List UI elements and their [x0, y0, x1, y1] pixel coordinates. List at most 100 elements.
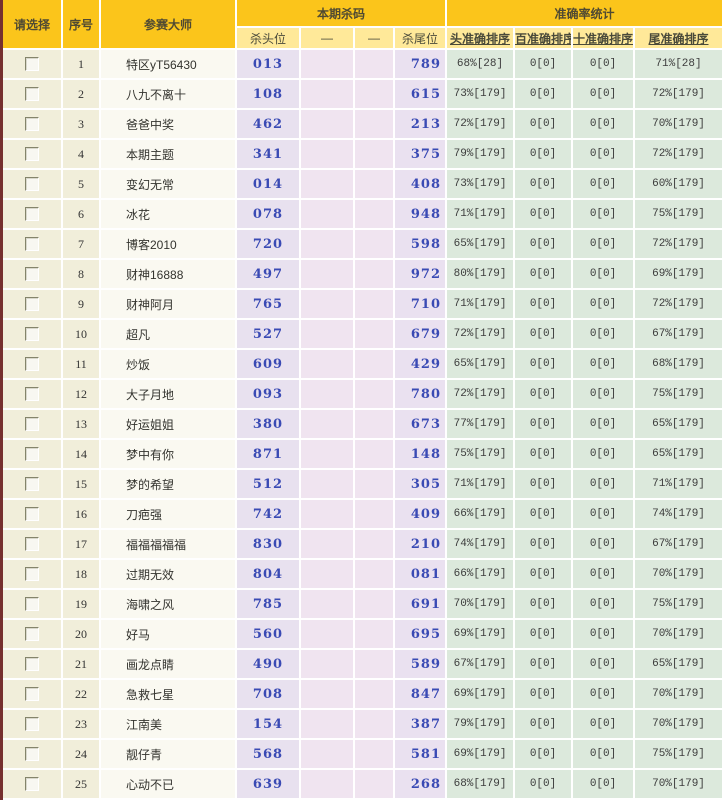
table-row: 3 爸爸中奖 462 213 72%[179] 0[0] 0[0] 70%[17… — [3, 110, 722, 138]
kill-head-value: 108 — [237, 80, 299, 108]
empty-cell-1 — [301, 470, 353, 498]
kill-head-value: 014 — [237, 170, 299, 198]
ten-accuracy-value: 0[0] — [573, 470, 633, 498]
row-index: 4 — [63, 140, 99, 168]
row-checkbox[interactable] — [25, 387, 39, 401]
empty-cell-1 — [301, 230, 353, 258]
kill-tail-value: 695 — [395, 620, 445, 648]
row-checkbox[interactable] — [25, 117, 39, 131]
hundred-accuracy-value: 0[0] — [515, 500, 571, 528]
hundred-accuracy-value: 0[0] — [515, 170, 571, 198]
sort-link-hundred-accuracy[interactable]: 百准确排序 — [515, 28, 571, 48]
row-checkbox[interactable] — [25, 597, 39, 611]
ten-accuracy-value: 0[0] — [573, 650, 633, 678]
row-checkbox[interactable] — [25, 537, 39, 551]
head-accuracy-value: 73%[179] — [447, 80, 513, 108]
kill-head-value: 785 — [237, 590, 299, 618]
ten-accuracy-value: 0[0] — [573, 710, 633, 738]
kill-head-value: 830 — [237, 530, 299, 558]
kill-head-value: 078 — [237, 200, 299, 228]
hundred-accuracy-value: 0[0] — [515, 110, 571, 138]
head-accuracy-value: 65%[179] — [447, 230, 513, 258]
row-checkbox[interactable] — [25, 237, 39, 251]
ten-accuracy-value: 0[0] — [573, 170, 633, 198]
kill-tail-value: 210 — [395, 530, 445, 558]
row-index: 6 — [63, 200, 99, 228]
masters-kill-code-table: 请选择 序号 参赛大师 本期杀码 准确率统计 杀头位 — — 杀尾位 头准确排序… — [0, 0, 724, 800]
kill-tail-value: 972 — [395, 260, 445, 288]
empty-cell-1 — [301, 350, 353, 378]
ten-accuracy-value: 0[0] — [573, 770, 633, 798]
row-checkbox[interactable] — [25, 207, 39, 221]
sort-link-tail-accuracy[interactable]: 尾准确排序 — [635, 28, 722, 48]
row-checkbox[interactable] — [25, 87, 39, 101]
table-row: 4 本期主题 341 375 79%[179] 0[0] 0[0] 72%[17… — [3, 140, 722, 168]
kill-head-value: 742 — [237, 500, 299, 528]
table-row: 19 海啸之风 785 691 70%[179] 0[0] 0[0] 75%[1… — [3, 590, 722, 618]
ten-accuracy-value: 0[0] — [573, 140, 633, 168]
row-checkbox[interactable] — [25, 447, 39, 461]
ten-accuracy-value: 0[0] — [573, 50, 633, 78]
empty-cell-2 — [355, 710, 393, 738]
row-checkbox[interactable] — [25, 627, 39, 641]
row-checkbox[interactable] — [25, 717, 39, 731]
kill-head-value: 568 — [237, 740, 299, 768]
row-select-cell — [3, 740, 61, 768]
empty-cell-2 — [355, 620, 393, 648]
head-accuracy-value: 75%[179] — [447, 440, 513, 468]
row-checkbox[interactable] — [25, 687, 39, 701]
row-checkbox[interactable] — [25, 417, 39, 431]
row-checkbox[interactable] — [25, 357, 39, 371]
row-checkbox[interactable] — [25, 657, 39, 671]
row-checkbox[interactable] — [25, 747, 39, 761]
master-name: 心动不已 — [101, 770, 235, 798]
table-row: 6 冰花 078 948 71%[179] 0[0] 0[0] 75%[179] — [3, 200, 722, 228]
row-checkbox[interactable] — [25, 477, 39, 491]
sort-link-head-accuracy[interactable]: 头准确排序 — [447, 28, 513, 48]
table-row: 8 财神16888 497 972 80%[179] 0[0] 0[0] 69%… — [3, 260, 722, 288]
row-select-cell — [3, 290, 61, 318]
master-name: 八九不离十 — [101, 80, 235, 108]
row-select-cell — [3, 140, 61, 168]
kill-head-value: 708 — [237, 680, 299, 708]
tail-accuracy-value: 65%[179] — [635, 650, 722, 678]
master-name: 特区yT56430 — [101, 50, 235, 78]
row-select-cell — [3, 470, 61, 498]
row-select-cell — [3, 650, 61, 678]
head-accuracy-value: 68%[28] — [447, 50, 513, 78]
empty-cell-1 — [301, 320, 353, 348]
row-checkbox[interactable] — [25, 147, 39, 161]
tail-accuracy-value: 75%[179] — [635, 740, 722, 768]
tail-accuracy-value: 70%[179] — [635, 560, 722, 588]
empty-cell-2 — [355, 260, 393, 288]
kill-head-value: 527 — [237, 320, 299, 348]
head-accuracy-value: 73%[179] — [447, 170, 513, 198]
tail-accuracy-value: 70%[179] — [635, 710, 722, 738]
row-checkbox[interactable] — [25, 327, 39, 341]
tail-accuracy-value: 75%[179] — [635, 380, 722, 408]
row-select-cell — [3, 350, 61, 378]
empty-cell-1 — [301, 200, 353, 228]
hundred-accuracy-value: 0[0] — [515, 530, 571, 558]
ten-accuracy-value: 0[0] — [573, 80, 633, 108]
kill-tail-value: 691 — [395, 590, 445, 618]
sort-link-ten-accuracy[interactable]: 十准确排序 — [573, 28, 633, 48]
col-header-dash-2: — — [355, 28, 393, 48]
row-checkbox[interactable] — [25, 777, 39, 791]
empty-cell-2 — [355, 410, 393, 438]
master-name: 本期主题 — [101, 140, 235, 168]
row-checkbox[interactable] — [25, 567, 39, 581]
row-checkbox[interactable] — [25, 507, 39, 521]
tail-accuracy-value: 70%[179] — [635, 110, 722, 138]
row-checkbox[interactable] — [25, 57, 39, 71]
col-header-kill-head: 杀头位 — [237, 28, 299, 48]
kill-head-value: 512 — [237, 470, 299, 498]
master-name: 过期无效 — [101, 560, 235, 588]
hundred-accuracy-value: 0[0] — [515, 410, 571, 438]
table-row: 11 炒饭 609 429 65%[179] 0[0] 0[0] 68%[179… — [3, 350, 722, 378]
row-checkbox[interactable] — [25, 267, 39, 281]
row-checkbox[interactable] — [25, 297, 39, 311]
row-index: 16 — [63, 500, 99, 528]
row-checkbox[interactable] — [25, 177, 39, 191]
ten-accuracy-value: 0[0] — [573, 230, 633, 258]
